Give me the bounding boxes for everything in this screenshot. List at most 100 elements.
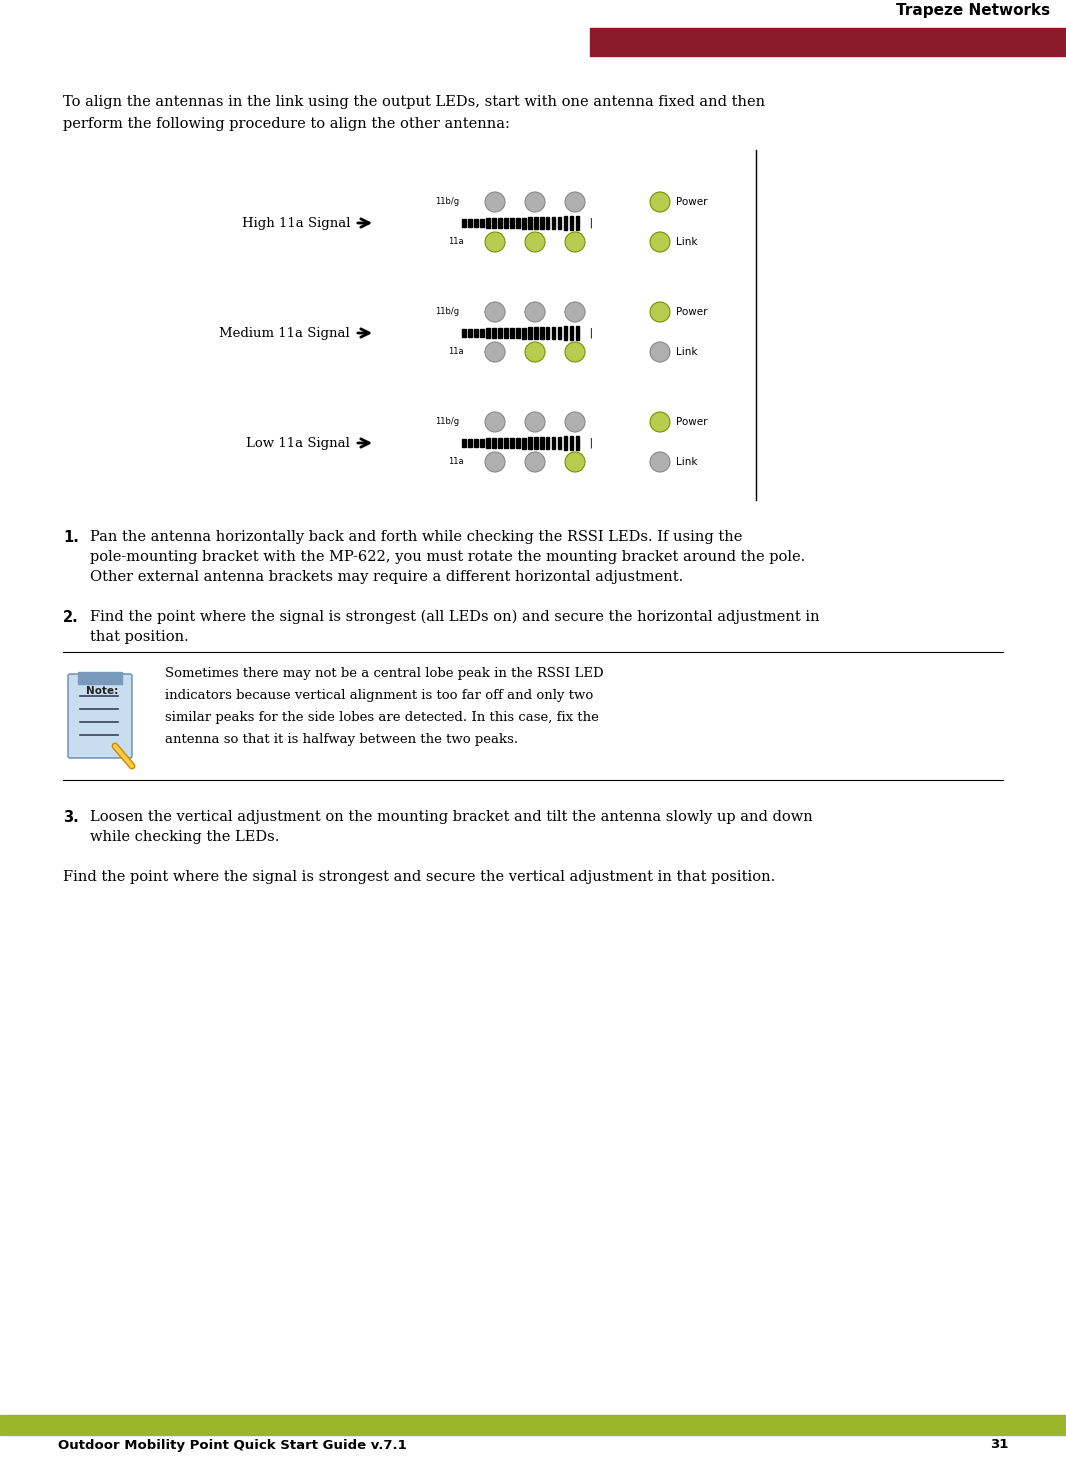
Bar: [522, 217, 527, 229]
Text: antenna so that it is halfway between the two peaks.: antenna so that it is halfway between th…: [165, 732, 518, 746]
Circle shape: [650, 411, 671, 432]
Text: Loosen the vertical adjustment on the mounting bracket and tilt the antenna slow: Loosen the vertical adjustment on the mo…: [90, 810, 812, 824]
Bar: [522, 327, 527, 338]
Bar: [552, 436, 555, 449]
Text: 11a: 11a: [448, 458, 464, 467]
Bar: [510, 438, 514, 448]
Text: indicators because vertical alignment is too far off and only two: indicators because vertical alignment is…: [165, 689, 594, 702]
Bar: [528, 438, 532, 449]
Bar: [564, 216, 567, 229]
Text: 2.: 2.: [63, 610, 79, 624]
Text: Note:: Note:: [86, 686, 118, 696]
Text: Trapeze Networks: Trapeze Networks: [895, 3, 1050, 18]
Circle shape: [524, 411, 545, 432]
Text: High 11a Signal: High 11a Signal: [242, 216, 350, 229]
Text: To align the antennas in the link using the output LEDs, start with one antenna : To align the antennas in the link using …: [63, 95, 765, 109]
Bar: [462, 439, 466, 446]
Text: Link: Link: [676, 347, 697, 357]
Text: Find the point where the signal is strongest (all LEDs on) and secure the horizo: Find the point where the signal is stron…: [90, 610, 820, 624]
Circle shape: [650, 452, 671, 473]
Text: similar peaks for the side lobes are detected. In this case, fix the: similar peaks for the side lobes are det…: [165, 711, 599, 724]
Bar: [522, 438, 527, 448]
Circle shape: [485, 193, 505, 212]
Circle shape: [565, 302, 585, 322]
Text: that position.: that position.: [90, 630, 189, 643]
Text: |: |: [587, 438, 594, 448]
Bar: [480, 328, 484, 337]
FancyBboxPatch shape: [68, 674, 132, 759]
Text: Power: Power: [676, 417, 708, 427]
Bar: [534, 217, 538, 229]
Bar: [534, 438, 538, 449]
Bar: [552, 217, 555, 229]
Bar: [540, 438, 545, 449]
Text: Outdoor Mobility Point Quick Start Guide v.7.1: Outdoor Mobility Point Quick Start Guide…: [58, 1439, 407, 1452]
Bar: [474, 439, 479, 448]
Bar: [546, 327, 549, 338]
Bar: [528, 327, 532, 338]
Bar: [576, 327, 579, 340]
Text: |: |: [587, 217, 594, 228]
Text: perform the following procedure to align the other antenna:: perform the following procedure to align…: [63, 117, 510, 131]
Bar: [564, 327, 567, 340]
Bar: [462, 328, 466, 337]
Bar: [504, 328, 508, 338]
Bar: [486, 328, 490, 337]
Bar: [510, 328, 514, 338]
Text: Link: Link: [676, 236, 697, 247]
Text: 11a: 11a: [448, 238, 464, 247]
Circle shape: [650, 341, 671, 362]
Bar: [492, 328, 497, 337]
Bar: [516, 217, 520, 229]
Text: Medium 11a Signal: Medium 11a Signal: [220, 327, 350, 340]
Bar: [498, 217, 502, 228]
Bar: [462, 219, 466, 228]
Bar: [510, 217, 514, 228]
Bar: [474, 328, 479, 337]
Circle shape: [565, 452, 585, 473]
Circle shape: [650, 302, 671, 322]
Bar: [0, 1415, 1066, 1436]
Bar: [540, 327, 545, 338]
Text: 3.: 3.: [63, 810, 79, 824]
Text: |: |: [587, 328, 594, 338]
Circle shape: [524, 341, 545, 362]
Bar: [576, 216, 579, 231]
Text: Sometimes there may not be a central lobe peak in the RSSI LED: Sometimes there may not be a central lob…: [165, 667, 603, 680]
Bar: [474, 219, 479, 228]
Text: Link: Link: [676, 457, 697, 467]
Text: 11b/g: 11b/g: [435, 308, 459, 317]
Circle shape: [485, 341, 505, 362]
Bar: [468, 328, 472, 337]
Bar: [516, 438, 520, 448]
Text: 11b/g: 11b/g: [435, 417, 459, 426]
Circle shape: [650, 193, 671, 212]
Circle shape: [524, 302, 545, 322]
Bar: [558, 216, 561, 229]
Circle shape: [650, 232, 671, 252]
Circle shape: [524, 452, 545, 473]
Bar: [468, 439, 472, 446]
Bar: [516, 328, 520, 338]
Bar: [492, 438, 497, 448]
Bar: [570, 216, 574, 229]
Text: 31: 31: [989, 1439, 1008, 1452]
Bar: [558, 327, 561, 340]
Text: 11b/g: 11b/g: [435, 197, 459, 207]
Bar: [576, 436, 579, 449]
Text: Power: Power: [676, 306, 708, 317]
Bar: [498, 438, 502, 448]
Bar: [468, 219, 472, 228]
Bar: [504, 438, 508, 448]
Bar: [528, 217, 532, 229]
Bar: [570, 327, 574, 340]
Text: 1.: 1.: [63, 530, 79, 546]
Bar: [498, 328, 502, 338]
Bar: [480, 439, 484, 448]
Bar: [486, 219, 490, 228]
Circle shape: [565, 193, 585, 212]
Bar: [589, 28, 1066, 55]
Circle shape: [485, 232, 505, 252]
Text: while checking the LEDs.: while checking the LEDs.: [90, 830, 279, 843]
Text: Pan the antenna horizontally back and forth while checking the RSSI LEDs. If usi: Pan the antenna horizontally back and fo…: [90, 530, 742, 544]
